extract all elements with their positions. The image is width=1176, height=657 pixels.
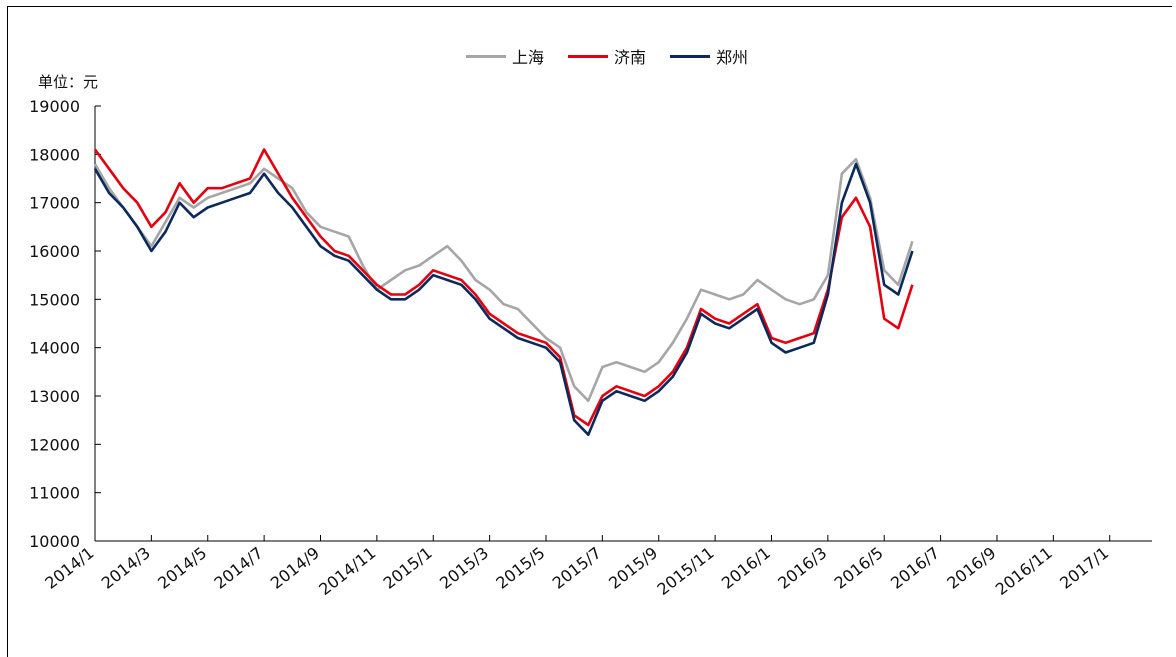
y-tick-label: 16000 (29, 242, 80, 261)
legend: 上海 济南 郑州 (466, 44, 748, 68)
legend-label-jinan: 济南 (614, 48, 647, 67)
legend-item-jinan: 济南 (568, 44, 646, 68)
legend-swatch-jinan (568, 54, 609, 58)
x-tick-label: 2014/11 (315, 543, 379, 599)
y-tick-label: 12000 (29, 435, 80, 454)
x-tick-label: 2016/11 (992, 543, 1056, 599)
legend-item-zhengzhou: 郑州 (670, 44, 748, 68)
y-tick-label: 13000 (29, 387, 80, 406)
series-line-2 (93, 162, 914, 437)
x-tick-label: 2017/1 (1056, 543, 1112, 593)
y-tick-label: 11000 (29, 484, 80, 503)
x-tick-label: 2016/3 (774, 543, 830, 593)
y-tick-label: 14000 (29, 339, 80, 358)
chart-frame (7, 6, 1172, 657)
legend-label-zhengzhou: 郑州 (716, 48, 749, 67)
x-tick-label: 2014/3 (98, 543, 154, 593)
legend-swatch-shanghai (466, 54, 506, 58)
unit-label: 单位：元 (38, 73, 99, 91)
x-tick-label: 2015/11 (653, 543, 717, 599)
series-line-0 (93, 157, 914, 403)
x-tick-label: 2016/1 (718, 543, 774, 593)
y-tick-label: 10000 (29, 532, 80, 551)
x-tick-label: 2015/9 (605, 543, 661, 593)
x-tick-label: 2016/7 (887, 543, 943, 593)
series-line-1 (93, 148, 914, 427)
x-tick-label: 2014/9 (267, 543, 323, 593)
x-tick-label: 2015/3 (436, 543, 492, 593)
x-tick-label: 2016/9 (943, 543, 999, 593)
y-tick-label: 18000 (29, 145, 80, 164)
x-tick-label: 2015/7 (549, 543, 605, 593)
legend-item-shanghai: 上海 (466, 44, 544, 68)
y-tick-label: 17000 (29, 194, 80, 213)
x-tick-label: 2014/7 (211, 543, 267, 593)
legend-swatch-zhengzhou (670, 54, 711, 58)
x-tick-label: 2015/5 (492, 543, 548, 593)
y-tick-label: 15000 (29, 290, 80, 309)
y-tick-label: 19000 (29, 97, 80, 116)
legend-label-shanghai: 上海 (512, 48, 545, 67)
x-tick-label: 2016/5 (831, 543, 887, 593)
x-tick-label: 2015/1 (380, 543, 436, 593)
x-tick-label: 2014/5 (154, 543, 210, 593)
